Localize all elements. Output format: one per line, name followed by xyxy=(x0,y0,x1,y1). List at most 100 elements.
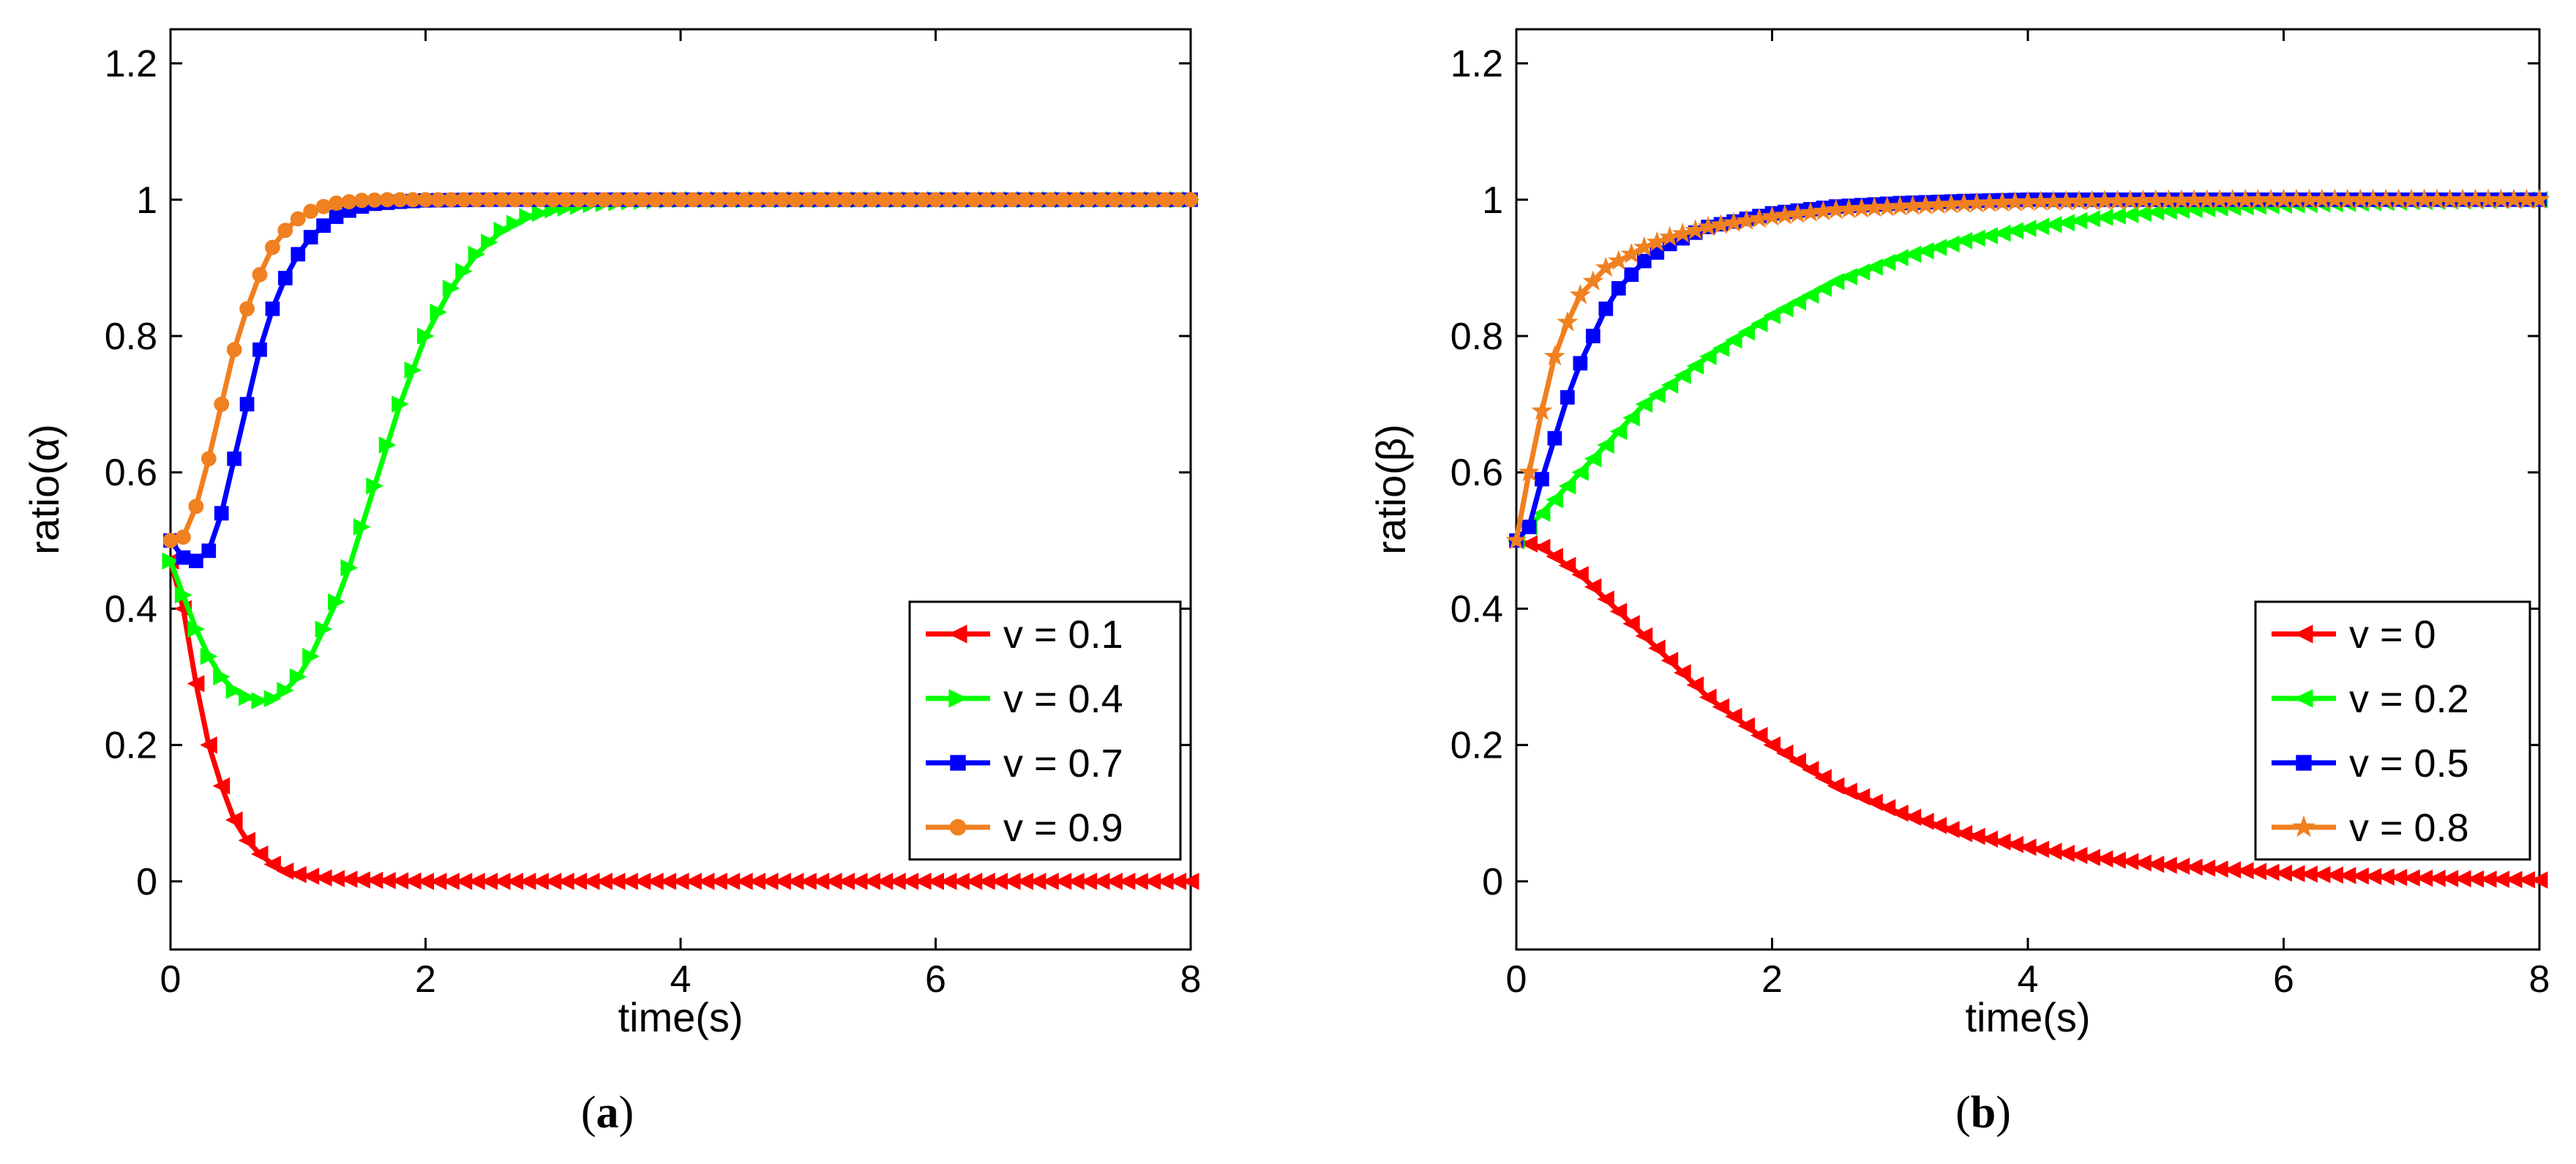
x-tick-label: 6 xyxy=(2273,958,2294,1001)
data-point-marker xyxy=(1674,664,1691,682)
data-point-marker xyxy=(1520,535,1538,553)
data-point-marker xyxy=(851,192,867,208)
data-point-marker xyxy=(877,192,893,208)
data-point-marker xyxy=(201,451,217,466)
data-point-marker xyxy=(1131,192,1147,208)
data-point-marker xyxy=(290,211,306,227)
data-point-marker xyxy=(531,204,550,223)
data-point-marker xyxy=(239,397,255,411)
data-point-marker xyxy=(227,451,242,466)
data-point-marker xyxy=(1750,315,1768,333)
data-point-marker xyxy=(1157,192,1173,208)
data-point-marker xyxy=(162,532,179,548)
series-v-0-9 xyxy=(162,192,1199,548)
data-point-marker xyxy=(1942,235,1960,253)
data-point-marker xyxy=(201,543,217,559)
data-point-marker xyxy=(315,620,333,638)
data-point-marker xyxy=(214,396,230,412)
legend-box xyxy=(908,600,1182,861)
data-point-marker xyxy=(1712,339,1730,357)
data-point-marker xyxy=(188,499,204,515)
data-point-marker xyxy=(1004,192,1020,208)
data-point-marker xyxy=(239,688,256,706)
data-point-marker xyxy=(1942,821,1960,838)
data-point-marker xyxy=(966,192,982,208)
data-point-marker xyxy=(1571,463,1589,482)
data-point-marker xyxy=(1955,231,1973,250)
data-point-marker xyxy=(277,682,294,699)
data-point-marker xyxy=(1646,231,1668,252)
data-point-marker xyxy=(265,301,280,316)
data-point-marker xyxy=(162,552,180,570)
data-point-marker xyxy=(1582,270,1604,291)
data-point-marker xyxy=(1801,286,1819,304)
data-point-marker xyxy=(1699,688,1717,706)
data-point-marker xyxy=(239,301,255,317)
legend: v = 0.1 v = 0.4 v = 0.7 v = 0.9 xyxy=(908,600,1182,861)
data-point-marker xyxy=(1170,192,1186,208)
data-point-marker xyxy=(1878,799,1896,817)
data-point-marker xyxy=(621,192,637,208)
data-point-marker xyxy=(1827,777,1845,795)
x-tick-label: 0 xyxy=(1506,958,1527,1001)
data-point-marker xyxy=(1521,519,1537,534)
data-point-marker xyxy=(1068,192,1084,208)
data-point-marker xyxy=(1546,490,1563,509)
data-point-marker xyxy=(1724,331,1742,349)
data-point-marker xyxy=(915,192,931,208)
caption-b: (b) xyxy=(1955,1088,2011,1138)
data-point-marker xyxy=(596,192,612,208)
data-point-marker xyxy=(482,192,498,208)
data-point-marker xyxy=(1865,794,1883,811)
data-point-marker xyxy=(277,223,293,239)
data-point-marker xyxy=(1535,471,1549,487)
data-point-marker xyxy=(189,553,203,569)
data-point-marker xyxy=(1967,827,1985,846)
data-point-marker xyxy=(405,192,421,208)
data-point-marker xyxy=(1903,808,1922,827)
data-point-marker xyxy=(265,239,280,255)
data-point-marker xyxy=(1571,566,1589,583)
data-point-marker xyxy=(1967,229,1985,247)
data-point-marker xyxy=(303,230,318,245)
data-point-marker xyxy=(1584,578,1602,596)
data-point-marker xyxy=(1814,769,1832,787)
data-point-marker xyxy=(329,209,344,224)
y-axis-title: ratio(β) xyxy=(1368,424,1414,554)
data-point-marker xyxy=(1608,250,1630,270)
y-tick-label: 0 xyxy=(136,861,157,903)
data-point-marker xyxy=(1903,245,1922,264)
data-point-marker xyxy=(1181,873,1199,890)
data-point-marker xyxy=(1557,311,1579,332)
x-axis-title: time(s) xyxy=(618,994,743,1040)
data-point-marker xyxy=(1597,590,1614,608)
data-point-marker xyxy=(1598,301,1614,316)
data-point-marker xyxy=(214,506,229,521)
x-axis-title: time(s) xyxy=(1965,994,2090,1040)
data-point-marker xyxy=(647,192,663,208)
data-point-marker xyxy=(1929,816,1947,835)
data-point-marker xyxy=(1532,504,1551,522)
data-point-marker xyxy=(711,192,727,208)
data-point-marker xyxy=(225,682,244,699)
data-point-marker xyxy=(520,192,536,208)
data-point-marker xyxy=(571,192,586,208)
x-tick-label: 2 xyxy=(415,958,436,1001)
data-point-marker xyxy=(1840,783,1857,800)
data-point-marker xyxy=(1531,400,1553,420)
data-point-marker xyxy=(1929,239,1947,256)
data-point-marker xyxy=(225,811,243,829)
data-point-marker xyxy=(1635,627,1653,645)
data-point-marker xyxy=(507,192,523,208)
y-axis-title: ratio(α) xyxy=(21,424,67,555)
data-point-marker xyxy=(329,195,344,211)
data-point-marker xyxy=(1183,192,1199,208)
data-point-marker xyxy=(1993,833,2011,851)
y-tick-label: 0.4 xyxy=(105,588,157,630)
legend-label: v = 0.1 xyxy=(1003,613,1123,657)
y-tick-label: 1.2 xyxy=(105,43,157,86)
data-point-marker xyxy=(953,192,969,208)
data-point-marker xyxy=(430,303,448,321)
data-point-marker xyxy=(417,327,435,345)
data-point-marker xyxy=(1891,804,1909,822)
